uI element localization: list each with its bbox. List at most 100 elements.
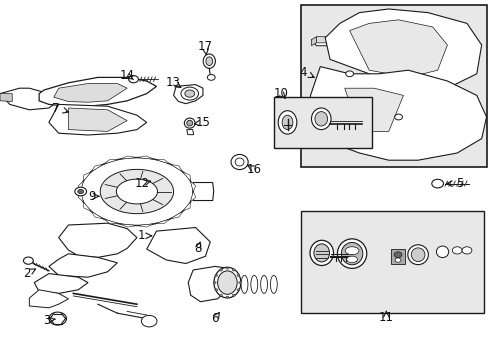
Circle shape: [331, 115, 337, 119]
Polygon shape: [119, 156, 137, 159]
Polygon shape: [316, 37, 347, 43]
Polygon shape: [190, 181, 195, 192]
Text: 9: 9: [88, 190, 96, 203]
Polygon shape: [100, 170, 173, 213]
Bar: [300, 211, 483, 313]
Polygon shape: [103, 219, 119, 224]
Circle shape: [23, 257, 33, 264]
Ellipse shape: [410, 248, 424, 261]
Polygon shape: [116, 179, 157, 204]
Polygon shape: [49, 254, 117, 277]
Ellipse shape: [345, 247, 358, 255]
Ellipse shape: [186, 120, 192, 126]
Circle shape: [219, 269, 222, 271]
Ellipse shape: [270, 275, 277, 293]
Polygon shape: [91, 164, 103, 172]
Polygon shape: [173, 85, 203, 104]
Polygon shape: [344, 88, 403, 131]
Circle shape: [237, 289, 240, 291]
Polygon shape: [83, 202, 91, 211]
Polygon shape: [190, 192, 195, 202]
Text: 11: 11: [378, 311, 393, 324]
Polygon shape: [0, 94, 12, 102]
Text: 1: 1: [138, 229, 145, 242]
Bar: [390, 248, 404, 265]
Circle shape: [232, 269, 235, 271]
Polygon shape: [349, 20, 447, 77]
Ellipse shape: [230, 154, 247, 170]
Text: 5: 5: [455, 177, 463, 190]
Text: 14: 14: [120, 69, 134, 82]
Circle shape: [213, 282, 216, 284]
Ellipse shape: [282, 115, 292, 130]
Polygon shape: [182, 202, 190, 211]
Ellipse shape: [311, 108, 330, 130]
Polygon shape: [68, 108, 127, 131]
Circle shape: [184, 90, 194, 97]
Circle shape: [393, 252, 401, 258]
Polygon shape: [91, 211, 103, 219]
Ellipse shape: [435, 246, 448, 258]
Circle shape: [225, 296, 228, 298]
Ellipse shape: [309, 240, 333, 266]
Polygon shape: [154, 219, 170, 224]
Polygon shape: [78, 181, 83, 192]
Polygon shape: [81, 158, 193, 225]
Ellipse shape: [407, 245, 427, 265]
Ellipse shape: [241, 275, 247, 293]
Polygon shape: [311, 37, 316, 46]
Ellipse shape: [205, 57, 212, 66]
Circle shape: [394, 258, 400, 262]
Polygon shape: [54, 84, 127, 102]
Polygon shape: [186, 130, 193, 135]
Text: 13: 13: [166, 76, 181, 89]
Ellipse shape: [235, 158, 244, 166]
Circle shape: [461, 247, 471, 254]
Polygon shape: [119, 224, 137, 227]
Polygon shape: [325, 9, 481, 88]
Circle shape: [238, 282, 241, 284]
Text: 8: 8: [194, 242, 202, 255]
Ellipse shape: [203, 54, 215, 68]
Polygon shape: [39, 77, 156, 106]
Polygon shape: [78, 192, 83, 202]
Text: 16: 16: [246, 163, 261, 176]
Polygon shape: [170, 164, 182, 172]
Polygon shape: [137, 224, 154, 227]
Ellipse shape: [214, 267, 240, 298]
Circle shape: [128, 76, 138, 83]
Circle shape: [394, 114, 402, 120]
Text: 17: 17: [198, 40, 212, 53]
Circle shape: [225, 267, 228, 269]
Polygon shape: [137, 156, 154, 159]
Circle shape: [181, 87, 198, 100]
Circle shape: [78, 189, 83, 194]
Circle shape: [214, 289, 217, 291]
Polygon shape: [188, 266, 229, 302]
Polygon shape: [193, 183, 213, 201]
Circle shape: [207, 75, 215, 80]
Circle shape: [214, 274, 217, 276]
Bar: [273, 97, 371, 148]
Circle shape: [431, 179, 443, 188]
Ellipse shape: [217, 271, 237, 294]
Polygon shape: [59, 223, 137, 257]
Polygon shape: [49, 104, 146, 135]
Text: 6: 6: [211, 312, 219, 325]
Circle shape: [451, 247, 461, 254]
Polygon shape: [0, 88, 59, 110]
Ellipse shape: [337, 239, 366, 269]
Text: 7: 7: [52, 102, 60, 114]
Circle shape: [75, 187, 86, 196]
Polygon shape: [146, 228, 210, 264]
Ellipse shape: [313, 244, 329, 262]
Polygon shape: [310, 67, 486, 160]
Circle shape: [345, 71, 353, 77]
Ellipse shape: [250, 275, 257, 293]
Ellipse shape: [314, 112, 327, 126]
Polygon shape: [311, 40, 343, 46]
Text: 4: 4: [299, 66, 306, 78]
Ellipse shape: [341, 243, 362, 265]
Text: 2: 2: [23, 267, 31, 280]
Circle shape: [219, 294, 222, 296]
